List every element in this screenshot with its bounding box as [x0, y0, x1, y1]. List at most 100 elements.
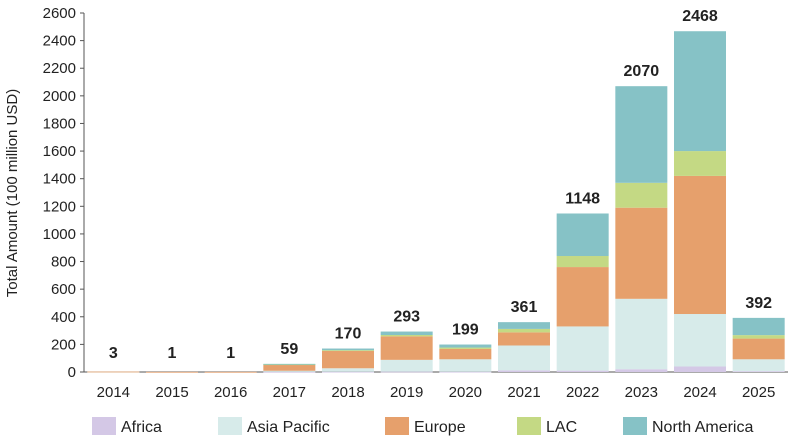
legend-swatch-europe	[385, 417, 409, 435]
bar-asia-pacific-2024	[674, 314, 726, 367]
legend: Africa Asia Pacific Europe LAC North America	[92, 417, 753, 436]
total-label-2025: 392	[745, 295, 772, 312]
bar-asia-pacific-2017	[263, 370, 316, 372]
bar-north-america-2022	[556, 213, 609, 257]
bar-lac-2025	[732, 335, 785, 339]
bar-asia-pacific-2023	[615, 298, 668, 370]
bar-europe-2020	[439, 348, 492, 360]
y-tick-label: 1000	[43, 226, 76, 243]
bar-north-america-2020	[439, 344, 492, 348]
total-label-2014: 3	[109, 345, 118, 362]
x-tick-label-2018: 2018	[331, 384, 364, 401]
x-tick-label-2024: 2024	[683, 384, 716, 401]
bar-africa-2025	[732, 371, 785, 372]
y-axis-ticks: 0 200 400 600 800 1000 1200 1400 1600 1800 2000 220…	[43, 5, 84, 381]
bar-asia-pacific-2019	[380, 359, 433, 372]
legend-swatch-asia-pacific	[218, 417, 242, 435]
total-label-2024: 2468	[682, 8, 718, 25]
bar-europe-2018	[322, 351, 374, 369]
bar-europe-2025	[732, 338, 785, 360]
bar-north-america-2023	[615, 86, 668, 183]
bar-lac-2018	[322, 350, 374, 352]
legend-swatch-north-america	[623, 417, 647, 435]
bar-europe-2016	[204, 371, 257, 373]
bar-africa-2020	[439, 371, 492, 373]
total-label-2015: 1	[168, 345, 177, 362]
x-axis-ticks: 2014 2015 2016 2017 2018 2019 2020 2021 2022 2023…	[97, 384, 776, 401]
total-label-2022: 1148	[565, 190, 600, 207]
bar-europe-2017	[263, 364, 316, 371]
bar-europe-2019	[380, 336, 433, 360]
bar-north-america-2018	[322, 348, 374, 351]
legend-label-africa: Africa	[121, 419, 162, 436]
x-tick-label-2023: 2023	[625, 384, 658, 401]
total-label-2019: 293	[393, 309, 420, 326]
y-tick-label: 2200	[43, 60, 76, 77]
total-labels: 3 1 1 59 170 293 199 361 1148 2070 2468 392	[109, 8, 772, 362]
bar-north-america-2019	[380, 331, 433, 335]
y-tick-label: 600	[51, 281, 76, 298]
y-tick-label: 2000	[43, 88, 76, 105]
bar-europe-2023	[615, 207, 668, 299]
bar-africa-2021	[498, 370, 550, 372]
y-tick-label: 1200	[43, 198, 76, 215]
bar-north-america-2025	[732, 317, 785, 336]
bar-asia-pacific-2018	[322, 368, 374, 372]
x-tick-label-2015: 2015	[155, 384, 188, 401]
legend-swatch-lac	[517, 417, 541, 435]
bar-asia-pacific-2020	[439, 359, 492, 372]
y-tick-label: 2600	[43, 5, 76, 22]
bar-europe-2015	[146, 371, 198, 373]
bar-asia-pacific-2025	[732, 359, 785, 372]
bar-north-america-2021	[498, 322, 550, 329]
y-tick-label: 400	[51, 309, 76, 326]
x-tick-label-2025: 2025	[742, 384, 775, 401]
bar-europe-2022	[556, 267, 609, 327]
legend-label-north-america: North America	[652, 419, 753, 436]
y-tick-label: 800	[51, 254, 76, 271]
bar-europe-2024	[674, 175, 726, 315]
bar-lac-2020	[439, 347, 492, 349]
bar-lac-2019	[380, 334, 433, 337]
x-tick-label-2020: 2020	[449, 384, 482, 401]
bar-lac-2023	[615, 182, 668, 208]
bar-africa-2019	[380, 371, 433, 373]
total-label-2016: 1	[226, 345, 235, 362]
total-label-2021: 361	[511, 299, 538, 316]
y-tick-label: 1400	[43, 171, 76, 188]
bar-north-america-2024	[674, 31, 726, 152]
bar-lac-2017	[263, 364, 316, 366]
y-tick-label: 1600	[43, 143, 76, 160]
bars	[87, 31, 785, 373]
bar-africa-2023	[615, 369, 668, 372]
total-label-2018: 170	[335, 326, 362, 343]
bar-asia-pacific-2021	[498, 345, 550, 371]
y-axis-label: Total Amount (100 million USD)	[4, 89, 21, 297]
bar-north-america-2017	[263, 363, 316, 365]
bar-europe-2014	[87, 371, 140, 373]
y-tick-label: 0	[68, 364, 76, 381]
total-label-2023: 2070	[624, 63, 660, 80]
x-tick-label-2019: 2019	[390, 384, 423, 401]
total-label-2017: 59	[280, 341, 298, 358]
x-tick-label-2016: 2016	[214, 384, 247, 401]
bar-africa-2018	[322, 371, 374, 373]
bar-lac-2024	[674, 151, 726, 176]
axes	[83, 13, 788, 373]
legend-label-asia-pacific: Asia Pacific	[247, 419, 330, 436]
bar-africa-2024	[674, 366, 726, 372]
legend-swatch-africa	[92, 417, 116, 435]
total-label-2020: 199	[452, 322, 479, 339]
bar-africa-2022	[556, 370, 609, 372]
x-tick-label-2014: 2014	[97, 384, 130, 401]
y-tick-label: 1800	[43, 115, 76, 132]
y-tick-label: 2400	[43, 33, 76, 50]
bar-lac-2021	[498, 328, 550, 333]
x-tick-label-2017: 2017	[273, 384, 306, 401]
bar-lac-2022	[556, 256, 609, 268]
legend-label-europe: Europe	[414, 419, 466, 436]
legend-label-lac: LAC	[546, 419, 577, 436]
x-tick-label-2021: 2021	[507, 384, 540, 401]
bar-asia-pacific-2022	[556, 326, 609, 371]
